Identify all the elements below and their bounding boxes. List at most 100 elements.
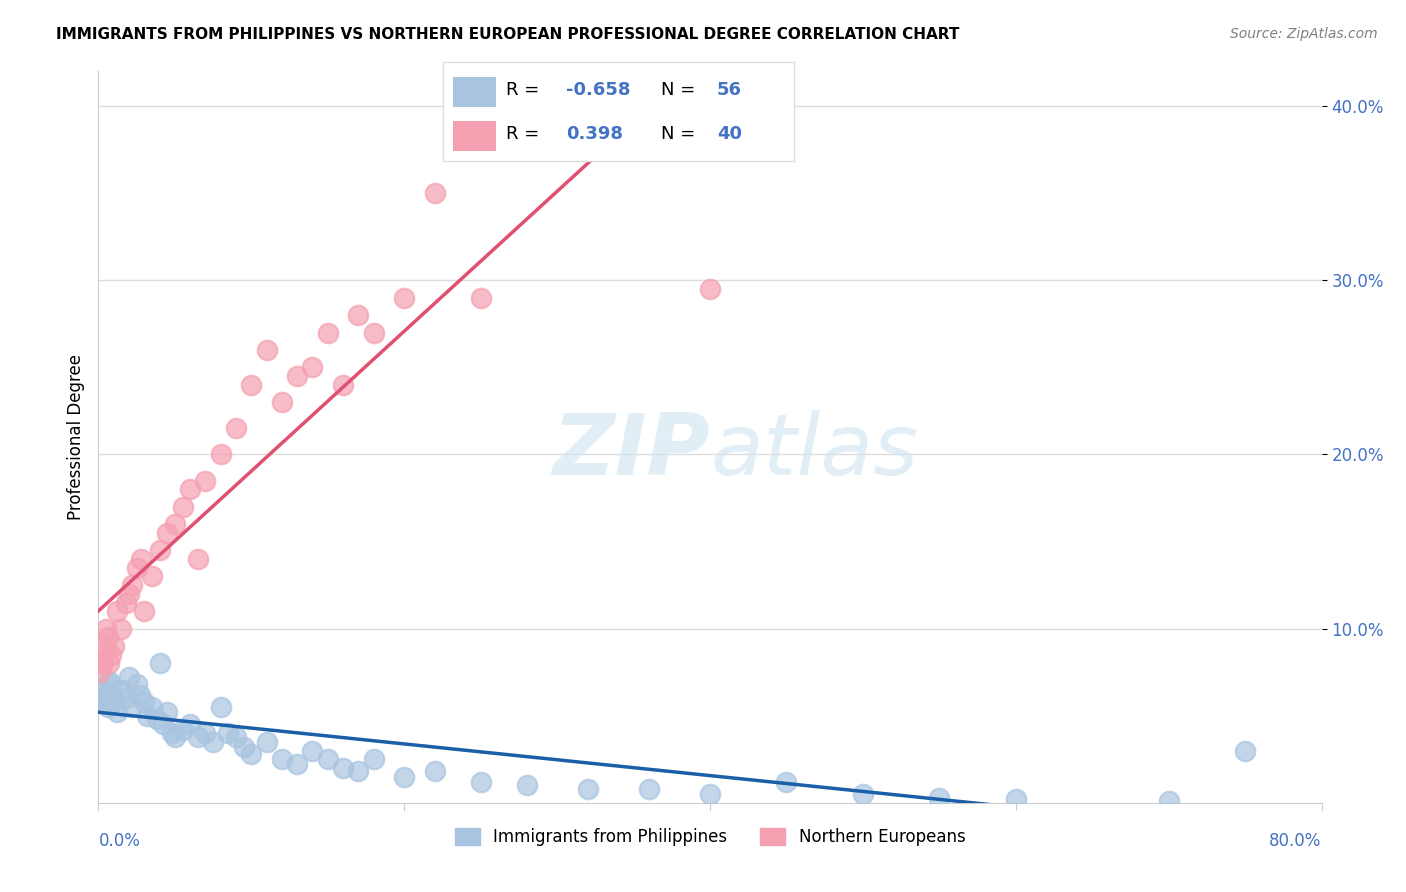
Text: 0.0%: 0.0% [98,832,141,850]
Point [928,790,950,805]
Point [129,552,152,566]
Point [115,691,138,706]
Point [363,326,385,340]
Point [301,360,323,375]
Point [470,775,492,789]
Point [285,369,308,384]
Text: R =: R = [506,125,551,143]
Point [187,552,209,566]
Text: 0.398: 0.398 [565,125,623,143]
Point [98,657,121,671]
Text: 80.0%: 80.0% [1270,832,1322,850]
Point [93,639,115,653]
Point [775,775,797,789]
Point [110,682,132,697]
Text: Source: ZipAtlas.com: Source: ZipAtlas.com [1230,27,1378,41]
Point [97,631,120,645]
Point [91,682,114,697]
Point [1004,792,1026,806]
Point [97,700,120,714]
Point [136,708,159,723]
Point [121,578,143,592]
Point [105,705,128,719]
Point [699,282,721,296]
Point [256,343,278,357]
Point [94,622,117,636]
Point [392,770,416,784]
Point [145,712,167,726]
Point [90,648,112,662]
Point [90,691,112,706]
Point [121,700,143,714]
Point [392,291,416,305]
Point [110,622,132,636]
Legend: Immigrants from Philippines, Northern Europeans: Immigrants from Philippines, Northern Eu… [449,822,972,853]
Point [152,717,174,731]
Point [363,752,385,766]
Point [156,705,179,719]
Point [149,657,172,671]
Point [118,587,141,601]
Point [852,787,875,801]
Point [576,781,599,796]
Point [637,781,661,796]
Point [256,735,278,749]
Point [100,648,122,662]
Point [316,326,339,340]
Point [156,525,179,540]
Text: atlas: atlas [710,410,918,493]
Point [134,604,156,618]
Point [232,740,254,755]
Point [316,752,339,766]
Point [217,726,239,740]
Point [141,569,163,583]
Point [149,543,172,558]
Point [100,677,122,691]
Point [270,395,292,409]
Text: N =: N = [661,125,700,143]
Point [125,560,148,574]
Point [163,517,186,532]
Point [103,639,125,653]
Point [93,695,115,709]
Point [105,604,128,618]
Y-axis label: Professional Degree: Professional Degree [66,354,84,520]
Point [89,665,111,680]
Text: ZIP: ZIP [553,410,710,493]
Point [347,308,370,322]
Point [1157,794,1180,808]
Point [172,723,194,737]
Point [285,757,308,772]
Point [240,747,263,761]
Point [160,726,183,740]
Point [128,688,150,702]
Point [470,291,492,305]
Text: -0.658: -0.658 [565,81,630,99]
Point [423,764,446,779]
Point [209,448,232,462]
Point [98,673,121,688]
Point [187,730,209,744]
Point [423,186,446,201]
Point [115,595,138,609]
Text: 56: 56 [717,81,742,99]
Point [103,695,125,709]
Point [225,730,247,744]
Point [270,752,292,766]
Point [179,483,201,497]
Point [225,421,247,435]
Point [163,730,186,744]
Point [202,735,225,749]
Point [141,700,163,714]
Point [347,764,370,779]
Point [194,474,217,488]
Point [332,761,354,775]
Point [301,743,323,757]
Point [1234,743,1257,757]
Text: N =: N = [661,81,700,99]
Point [118,670,141,684]
Point [332,377,354,392]
Text: R =: R = [506,81,546,99]
Point [179,717,201,731]
Point [240,377,263,392]
